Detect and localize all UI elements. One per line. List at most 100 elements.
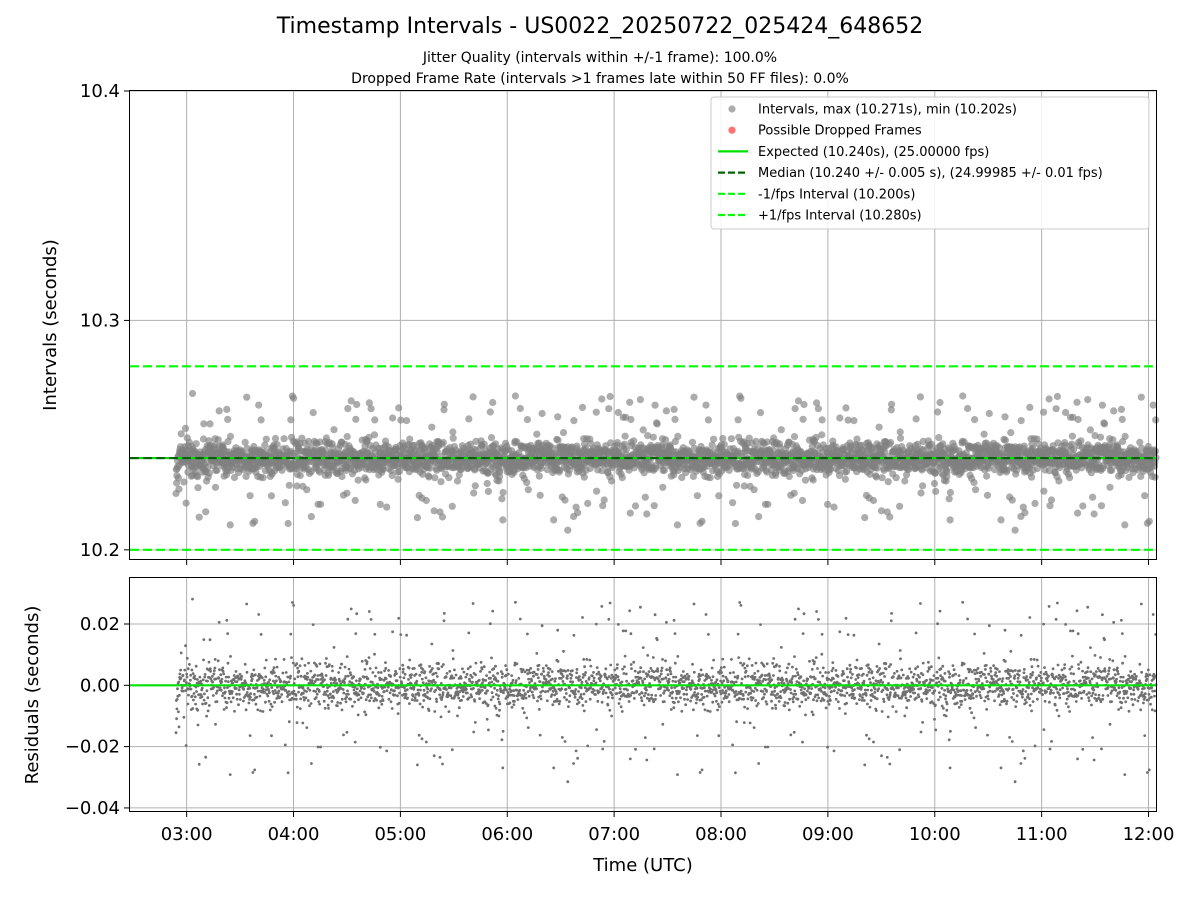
- residual-point: [605, 677, 609, 681]
- residual-point: [617, 678, 620, 682]
- residual-point: [544, 664, 548, 667]
- interval-point: [287, 416, 295, 424]
- interval-point: [406, 435, 414, 443]
- residual-point: [654, 694, 658, 697]
- interval-point: [980, 430, 988, 438]
- residual-point: [691, 662, 694, 666]
- interval-point: [213, 466, 221, 474]
- residual-point: [203, 675, 207, 679]
- residual-point: [521, 706, 525, 710]
- interval-point: [824, 500, 832, 508]
- residual-point: [420, 737, 424, 741]
- residual-point: [253, 768, 257, 772]
- residual-point: [303, 664, 307, 667]
- residual-point: [317, 690, 321, 693]
- interval-point: [614, 408, 622, 417]
- residual-point: [646, 696, 649, 700]
- residual-point: [430, 642, 434, 646]
- residual-point: [245, 691, 249, 694]
- interval-point: [1074, 509, 1082, 517]
- interval-point: [307, 513, 315, 521]
- interval-point: [1079, 502, 1087, 510]
- residual-point: [572, 762, 575, 765]
- residual-point: [175, 698, 179, 701]
- residual-point: [611, 688, 615, 692]
- interval-point: [330, 426, 338, 434]
- interval-point: [1137, 393, 1145, 401]
- residual-point: [590, 674, 594, 678]
- residual-point: [571, 680, 575, 684]
- interval-point: [499, 516, 507, 524]
- residual-point: [212, 669, 216, 673]
- interval-point: [570, 417, 578, 425]
- residual-point: [581, 616, 584, 619]
- residual-point: [575, 668, 579, 671]
- residual-point: [582, 709, 586, 713]
- residual-point: [342, 691, 346, 695]
- residual-point: [622, 672, 626, 675]
- interval-point: [599, 502, 607, 510]
- residual-point: [461, 695, 465, 698]
- residual-point: [645, 688, 648, 692]
- residual-point: [573, 695, 577, 699]
- interval-point: [215, 407, 223, 415]
- residual-point: [323, 706, 327, 710]
- interval-point: [1096, 433, 1105, 441]
- residual-point: [319, 745, 322, 749]
- residual-point: [366, 677, 370, 681]
- residual-point: [708, 676, 711, 680]
- interval-point: [809, 476, 817, 484]
- residual-point: [297, 669, 301, 673]
- residual-point: [214, 722, 217, 726]
- interval-point: [511, 392, 519, 400]
- interval-point: [618, 474, 626, 482]
- interval-point: [1151, 447, 1159, 455]
- residual-point: [560, 736, 564, 739]
- residual-point: [487, 728, 490, 732]
- residual-point: [595, 728, 598, 731]
- residual-point: [502, 691, 505, 695]
- residual-point: [452, 676, 456, 680]
- interval-point: [622, 445, 630, 454]
- residual-point: [332, 690, 335, 693]
- residual-point: [248, 734, 252, 737]
- residual-point: [682, 692, 686, 696]
- residual-point: [646, 673, 650, 677]
- residual-point: [577, 701, 581, 704]
- interval-point: [841, 475, 850, 483]
- residual-point: [634, 747, 637, 751]
- residual-point: [570, 674, 574, 677]
- residual-point: [250, 677, 254, 681]
- residual-point: [490, 656, 493, 660]
- interval-point: [388, 471, 396, 479]
- interval-point: [317, 500, 325, 508]
- residual-point: [280, 693, 284, 696]
- residual-point: [451, 649, 455, 652]
- interval-point: [1073, 398, 1081, 406]
- residual-point: [598, 679, 602, 683]
- interval-point: [671, 415, 679, 423]
- residual-point: [482, 665, 486, 669]
- residual-point: [477, 678, 481, 682]
- residual-point: [479, 660, 483, 664]
- residual-point: [448, 669, 452, 673]
- residual-point: [607, 617, 611, 621]
- residual-point: [702, 695, 706, 699]
- residual-point: [514, 600, 517, 604]
- residual-point: [371, 671, 375, 674]
- interval-point: [343, 489, 351, 497]
- residual-point: [377, 706, 381, 710]
- residual-point: [662, 677, 665, 681]
- interval-point: [1149, 401, 1157, 409]
- interval-point: [861, 514, 869, 522]
- interval-point: [884, 478, 892, 486]
- residual-point: [682, 687, 685, 690]
- residual-point: [496, 697, 500, 701]
- residual-point: [181, 689, 185, 693]
- residual-point: [442, 612, 446, 615]
- residual-point: [296, 675, 300, 679]
- residual-point: [193, 695, 197, 699]
- residual-point: [346, 689, 349, 693]
- residual-point: [315, 692, 319, 696]
- residual-point: [640, 691, 644, 695]
